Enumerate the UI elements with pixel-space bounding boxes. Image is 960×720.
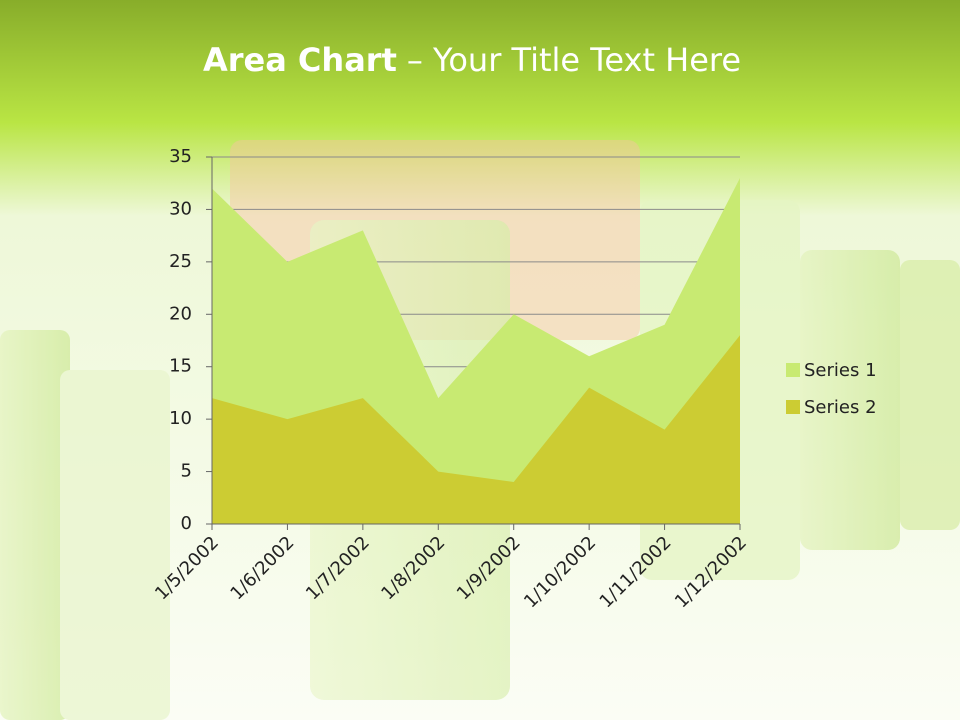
y-tick-label: 5 xyxy=(181,461,192,482)
legend-swatch xyxy=(786,363,800,377)
y-tick-label: 10 xyxy=(169,408,192,429)
slide-title: Area Chart – Your Title Text Here xyxy=(203,41,741,79)
title-rest: – Your Title Text Here xyxy=(407,41,741,79)
title-bold: Area Chart xyxy=(203,41,397,79)
y-tick-label: 25 xyxy=(169,251,192,272)
y-tick-label: 20 xyxy=(169,303,192,324)
legend-swatch xyxy=(786,400,800,414)
area xyxy=(212,335,740,524)
legend-label: Series 2 xyxy=(804,397,877,418)
legend-label: Series 1 xyxy=(804,360,877,381)
y-tick-label: 15 xyxy=(169,356,192,377)
y-tick-label: 35 xyxy=(169,146,192,167)
y-tick-label: 30 xyxy=(169,198,192,219)
y-tick-label: 0 xyxy=(181,513,192,534)
